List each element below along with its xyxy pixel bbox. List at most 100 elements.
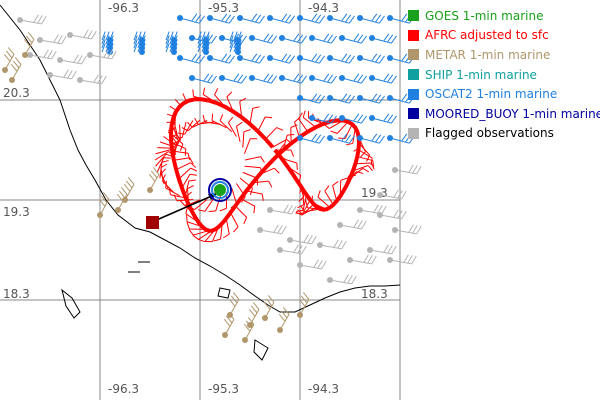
afrc-barb [171, 141, 187, 156]
afrc-barb [173, 127, 180, 148]
metar-barb [262, 295, 275, 321]
oscat-ring [211, 181, 229, 199]
oscat2-barb [237, 53, 265, 64]
oscat2-barb [229, 43, 242, 55]
metar-barb [2, 47, 15, 73]
legend-item-metar: METAR 1-min marine [408, 45, 600, 65]
afrc-barb [265, 127, 284, 140]
lon-tick-label: -94.3 [308, 382, 339, 396]
metar-wind-barbs [2, 32, 310, 343]
oscat2-barb [357, 93, 385, 104]
lon-tick-label: -95.3 [208, 1, 239, 15]
oscat2-barb [267, 13, 295, 24]
lat-tick-label: 18.3 [361, 287, 388, 301]
oscat2-barb [357, 133, 385, 144]
flagged-barb [377, 209, 407, 220]
lon-tick-label: -94.3 [308, 1, 339, 15]
metar-barb [97, 192, 110, 218]
oscat2-barb [369, 73, 397, 84]
legend-label: MOORED_BUOY 1-min marine [425, 106, 600, 121]
flagged-barb [77, 74, 107, 85]
metar-barb [22, 32, 35, 58]
afrc-barb [358, 149, 373, 166]
afrc-barb [246, 190, 264, 201]
legend-item-flagged: Flagged observations [408, 124, 600, 144]
afrc-barb [290, 124, 298, 144]
legend-item-moored-buoy: MOORED_BUOY 1-min marine [408, 104, 600, 124]
oscat2-barb [279, 33, 307, 44]
oscat2-barb [177, 13, 205, 24]
afrc-barb [249, 106, 260, 125]
lon-tick-label: -96.3 [108, 382, 139, 396]
afrc-barb [236, 121, 243, 142]
metar-barb [222, 312, 235, 338]
legend-swatch [408, 69, 419, 81]
goes-center-dot [214, 184, 226, 196]
legend-swatch [408, 29, 419, 41]
oscat2-barb [327, 93, 355, 104]
oscat2-barb [309, 73, 337, 84]
flagged-barb [357, 204, 387, 215]
afrc-barb [219, 114, 233, 133]
flagged-barb [327, 274, 357, 285]
afrc-barb [330, 121, 349, 134]
afrc-barb [230, 212, 239, 233]
lat-tick-label: 18.3 [3, 287, 30, 301]
lon-tick-labels-top: -96.3 -95.3 -94.3 [108, 1, 339, 15]
legend-item-afrc: AFRC adjusted to sfc [408, 26, 600, 46]
flagged-barb [277, 244, 307, 255]
lon-tick-labels-bottom: -96.3 -95.3 -94.3 [108, 382, 339, 396]
legend-label: SHIP 1-min marine [425, 67, 537, 82]
flagged-barb [257, 224, 287, 235]
afrc-barb [242, 129, 251, 148]
afrc-barb [173, 157, 194, 165]
flagged-barb [267, 204, 297, 215]
metar-barb [122, 177, 135, 203]
flagged-barb [347, 254, 377, 265]
flagged-barb [287, 234, 317, 245]
legend-swatch [408, 10, 419, 22]
afrc-barb [175, 162, 197, 171]
flagged-barb [87, 49, 117, 60]
lat-tick-label: 19.3 [3, 205, 30, 219]
metar-barb [242, 317, 255, 343]
afrc-barb [332, 180, 339, 202]
afrc-barb [294, 117, 301, 138]
oscat2-barb [327, 133, 355, 144]
metar-barb [297, 292, 310, 318]
afrc-barb [194, 117, 214, 125]
afrc-barb [257, 116, 273, 132]
oscat2-barb [207, 13, 235, 24]
afrc-barb [302, 110, 317, 128]
flagged-barb [367, 244, 397, 255]
oscat2-wind-barbs [101, 13, 415, 144]
oscat2-barb [177, 53, 205, 64]
legend: GOES 1-min marine AFRC adjusted to sfc M… [408, 6, 600, 143]
oscat2-barb [249, 73, 277, 84]
oscat2-barb [207, 53, 235, 64]
legend-swatch [408, 127, 419, 139]
afrc-flight-track [168, 97, 362, 233]
lon-tick-label: -95.3 [208, 382, 239, 396]
afrc-barb [178, 167, 198, 180]
flagged-barb [37, 34, 67, 45]
flagged-barb [67, 29, 97, 40]
oscat2-barb [327, 13, 355, 24]
afrc-barb [227, 116, 237, 137]
flagged-barb [297, 259, 327, 270]
legend-item-ship: SHIP 1-min marine [408, 65, 600, 85]
flagged-barb [392, 164, 422, 175]
oscat2-barb [369, 113, 397, 124]
legend-item-goes: GOES 1-min marine [408, 6, 600, 26]
metar-barb [9, 57, 22, 83]
legend-swatch [408, 88, 419, 100]
legend-label: METAR 1-min marine [425, 47, 551, 62]
afrc-barb [324, 185, 334, 206]
oscat2-barb [249, 33, 277, 44]
storm-center-marker [208, 178, 232, 202]
oscat2-barb [165, 43, 178, 55]
oscat2-barb [297, 13, 325, 24]
metar-barb [147, 167, 160, 193]
oscat2-barb [309, 33, 337, 44]
